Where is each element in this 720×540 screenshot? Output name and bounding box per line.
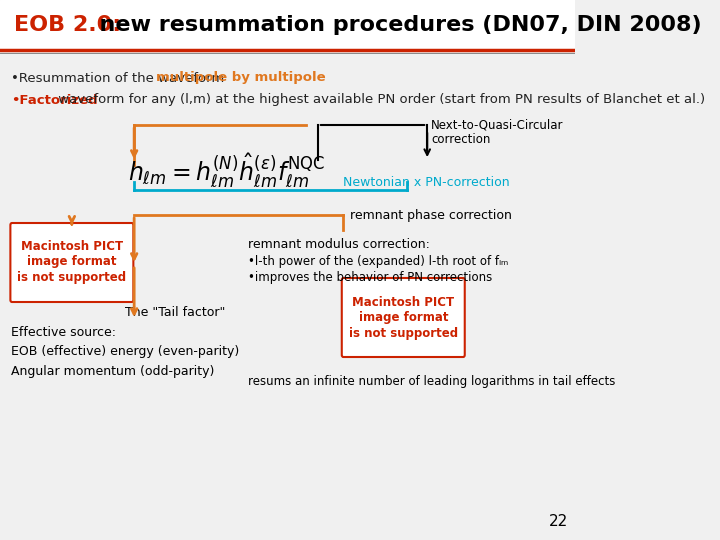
Bar bbox=[0, 0, 575, 50]
Text: •improves the behavior of PN corrections: •improves the behavior of PN corrections bbox=[248, 271, 492, 284]
Text: Next-to-Quasi-Circular
correction: Next-to-Quasi-Circular correction bbox=[431, 118, 564, 146]
Text: Effective source:
EOB (effective) energy (even-parity)
Angular momentum (odd-par: Effective source: EOB (effective) energy… bbox=[12, 327, 240, 377]
Text: $h_{\ell m} = h_{\ell m}^{(N)}\hat{h}_{\ell m}^{(\epsilon)} f_{\ell m}^{\mathrm{: $h_{\ell m} = h_{\ell m}^{(N)}\hat{h}_{\… bbox=[127, 151, 325, 189]
FancyBboxPatch shape bbox=[10, 223, 133, 302]
Text: 22: 22 bbox=[549, 515, 569, 530]
Text: Newtonian x PN-correction: Newtonian x PN-correction bbox=[343, 176, 510, 188]
Text: The "Tail factor": The "Tail factor" bbox=[125, 306, 226, 319]
Text: remnant phase correction: remnant phase correction bbox=[350, 208, 512, 221]
Text: Macintosh PICT
image format
is not supported: Macintosh PICT image format is not suppo… bbox=[348, 296, 458, 340]
Text: •Factorized: •Factorized bbox=[12, 93, 98, 106]
Text: resums an infinite number of leading logarithms in tail effects: resums an infinite number of leading log… bbox=[248, 375, 615, 388]
Text: •Resummation of the waveform: •Resummation of the waveform bbox=[12, 71, 229, 84]
Text: waveform for any (l,m) at the highest available PN order (start from PN results : waveform for any (l,m) at the highest av… bbox=[53, 93, 705, 106]
Text: multipole by multipole: multipole by multipole bbox=[156, 71, 325, 84]
Text: •l-th power of the (expanded) l-th root of fₗₘ: •l-th power of the (expanded) l-th root … bbox=[248, 255, 508, 268]
Text: Macintosh PICT
image format
is not supported: Macintosh PICT image format is not suppo… bbox=[17, 240, 127, 284]
Text: remnant modulus correction:: remnant modulus correction: bbox=[248, 239, 429, 252]
Text: new resummation procedures (DN07, DIN 2008): new resummation procedures (DN07, DIN 20… bbox=[84, 15, 701, 35]
Text: EOB 2.0:: EOB 2.0: bbox=[14, 15, 122, 35]
FancyBboxPatch shape bbox=[342, 278, 464, 357]
